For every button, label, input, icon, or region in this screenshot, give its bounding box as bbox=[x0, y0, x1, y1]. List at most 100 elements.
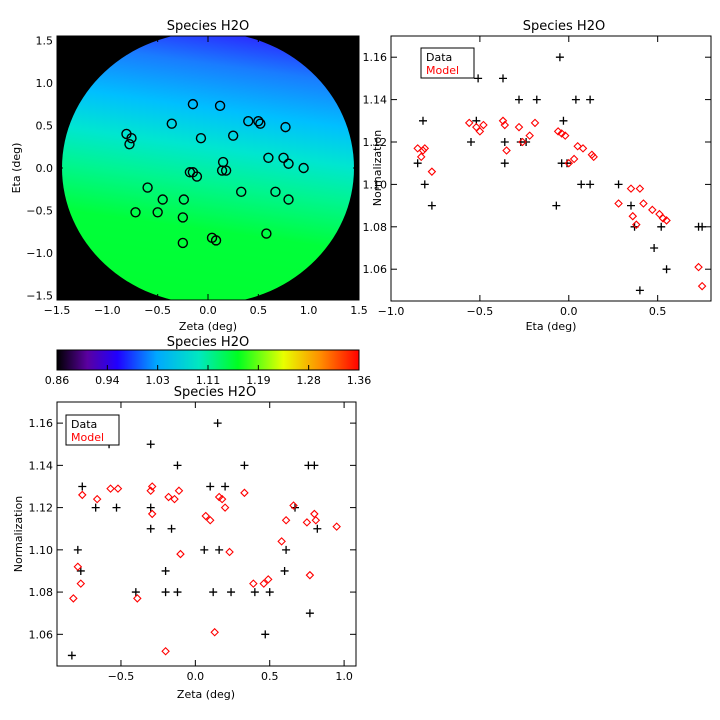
model-point bbox=[302, 518, 312, 527]
data-point bbox=[563, 159, 571, 168]
station-marker bbox=[255, 118, 266, 129]
data-point bbox=[627, 201, 635, 210]
data-point bbox=[240, 461, 249, 470]
eta-scatter-title: Species H2O bbox=[523, 19, 605, 34]
data-point bbox=[586, 180, 595, 189]
zeta-scatter-legend: Data Model bbox=[65, 414, 120, 446]
eta-scatter-legend: Data Model bbox=[420, 47, 475, 79]
model-point bbox=[205, 515, 215, 525]
model-point bbox=[628, 211, 638, 221]
colorbar-tick-label: 1.03 bbox=[145, 374, 170, 387]
y-tick-label: 1.08 bbox=[363, 221, 388, 234]
x-tick-label: −1.0 bbox=[378, 305, 405, 318]
x-tick-label: 0.0 bbox=[199, 304, 217, 317]
model-point bbox=[564, 158, 574, 168]
model-point bbox=[697, 281, 707, 291]
colorbar-tick-label: 1.36 bbox=[347, 374, 372, 387]
data-point bbox=[657, 222, 666, 231]
model-point bbox=[311, 515, 321, 525]
model-point bbox=[635, 184, 645, 193]
legend-box bbox=[420, 47, 475, 79]
model-point bbox=[560, 131, 570, 140]
model-point bbox=[133, 594, 142, 603]
station-marker bbox=[227, 130, 239, 141]
zeta-scatter-frame bbox=[56, 401, 357, 667]
y-tick-label: 1.12 bbox=[363, 136, 388, 149]
station-marker bbox=[124, 138, 135, 150]
station-marker bbox=[177, 237, 189, 249]
model-point bbox=[201, 511, 211, 521]
y-tick-label: 0.0 bbox=[36, 162, 54, 175]
model-point bbox=[578, 144, 588, 153]
model-point bbox=[498, 116, 508, 126]
eta-scatter-ticks: −1.0 −0.5 0.0 0.5 1.06 1.08 1.10 1.12 1.14 1.16 bbox=[363, 36, 711, 318]
station-marker bbox=[214, 100, 226, 112]
station-marker bbox=[253, 115, 264, 127]
model-point bbox=[514, 122, 524, 132]
model-point bbox=[639, 199, 648, 208]
x-tick-label: 0.0 bbox=[187, 670, 205, 683]
station-marker bbox=[187, 98, 199, 110]
colorbar-tick-label: 0.86 bbox=[45, 374, 70, 387]
station-marker bbox=[191, 171, 203, 182]
data-point bbox=[146, 524, 155, 533]
model-point bbox=[92, 494, 102, 504]
data-point bbox=[499, 74, 507, 83]
model-point bbox=[147, 509, 157, 519]
colorbar-title: Species H2O bbox=[167, 335, 249, 350]
data-point bbox=[67, 651, 76, 660]
model-point bbox=[249, 579, 258, 588]
model-point bbox=[240, 488, 249, 498]
data-point bbox=[213, 419, 222, 428]
model-point bbox=[420, 144, 430, 153]
colorbar-tick-label: 0.94 bbox=[95, 374, 120, 387]
model-point bbox=[530, 118, 540, 128]
data-point bbox=[200, 545, 209, 554]
data-point bbox=[532, 95, 541, 104]
map-ylabel: Eta (deg) bbox=[10, 143, 23, 194]
data-point bbox=[221, 482, 230, 491]
model-point bbox=[210, 627, 219, 637]
station-marker bbox=[126, 132, 137, 144]
colorbar-tick-label: 1.19 bbox=[246, 374, 271, 387]
x-tick-label: 0.0 bbox=[560, 305, 578, 318]
map-title: Species H2O bbox=[167, 19, 249, 34]
x-tick-label: −0.5 bbox=[108, 670, 135, 683]
eta-scatter-ylabel: Normalization bbox=[371, 130, 384, 206]
model-point bbox=[553, 127, 563, 136]
y-tick-label: 1.16 bbox=[363, 51, 388, 64]
model-point bbox=[427, 167, 437, 176]
y-tick-label: 1.06 bbox=[363, 263, 388, 276]
model-point bbox=[632, 220, 641, 229]
colorbar-ticks: 0.86 0.94 1.03 1.11 1.19 1.28 1.36 bbox=[45, 365, 372, 387]
model-point bbox=[479, 120, 488, 130]
colorbar: Species H2O 0.86 0.94 1.03 1.11 1.19 1.28 1.36 bbox=[45, 335, 372, 387]
station-marker bbox=[216, 165, 228, 176]
data-point bbox=[427, 201, 436, 210]
x-tick-label: 1.0 bbox=[300, 304, 318, 317]
data-point bbox=[698, 222, 707, 231]
station-marker bbox=[220, 165, 232, 176]
data-point bbox=[261, 630, 270, 639]
station-marker bbox=[280, 121, 291, 133]
model-point bbox=[277, 537, 286, 546]
data-point bbox=[209, 588, 218, 597]
station-marker bbox=[261, 228, 272, 239]
x-tick-label: 1.0 bbox=[335, 670, 353, 683]
model-point bbox=[413, 144, 422, 153]
model-point bbox=[78, 490, 87, 500]
data-point bbox=[313, 524, 322, 533]
model-point bbox=[176, 549, 185, 559]
y-tick-label: 1.0 bbox=[36, 77, 54, 90]
model-point bbox=[573, 141, 582, 151]
model-point bbox=[263, 575, 273, 584]
data-point bbox=[146, 503, 155, 512]
data-point bbox=[173, 461, 182, 470]
model-point bbox=[281, 515, 291, 525]
data-point bbox=[112, 503, 121, 512]
data-point bbox=[282, 545, 291, 554]
model-point bbox=[147, 482, 157, 491]
model-point bbox=[174, 486, 184, 495]
station-marker bbox=[152, 207, 163, 218]
